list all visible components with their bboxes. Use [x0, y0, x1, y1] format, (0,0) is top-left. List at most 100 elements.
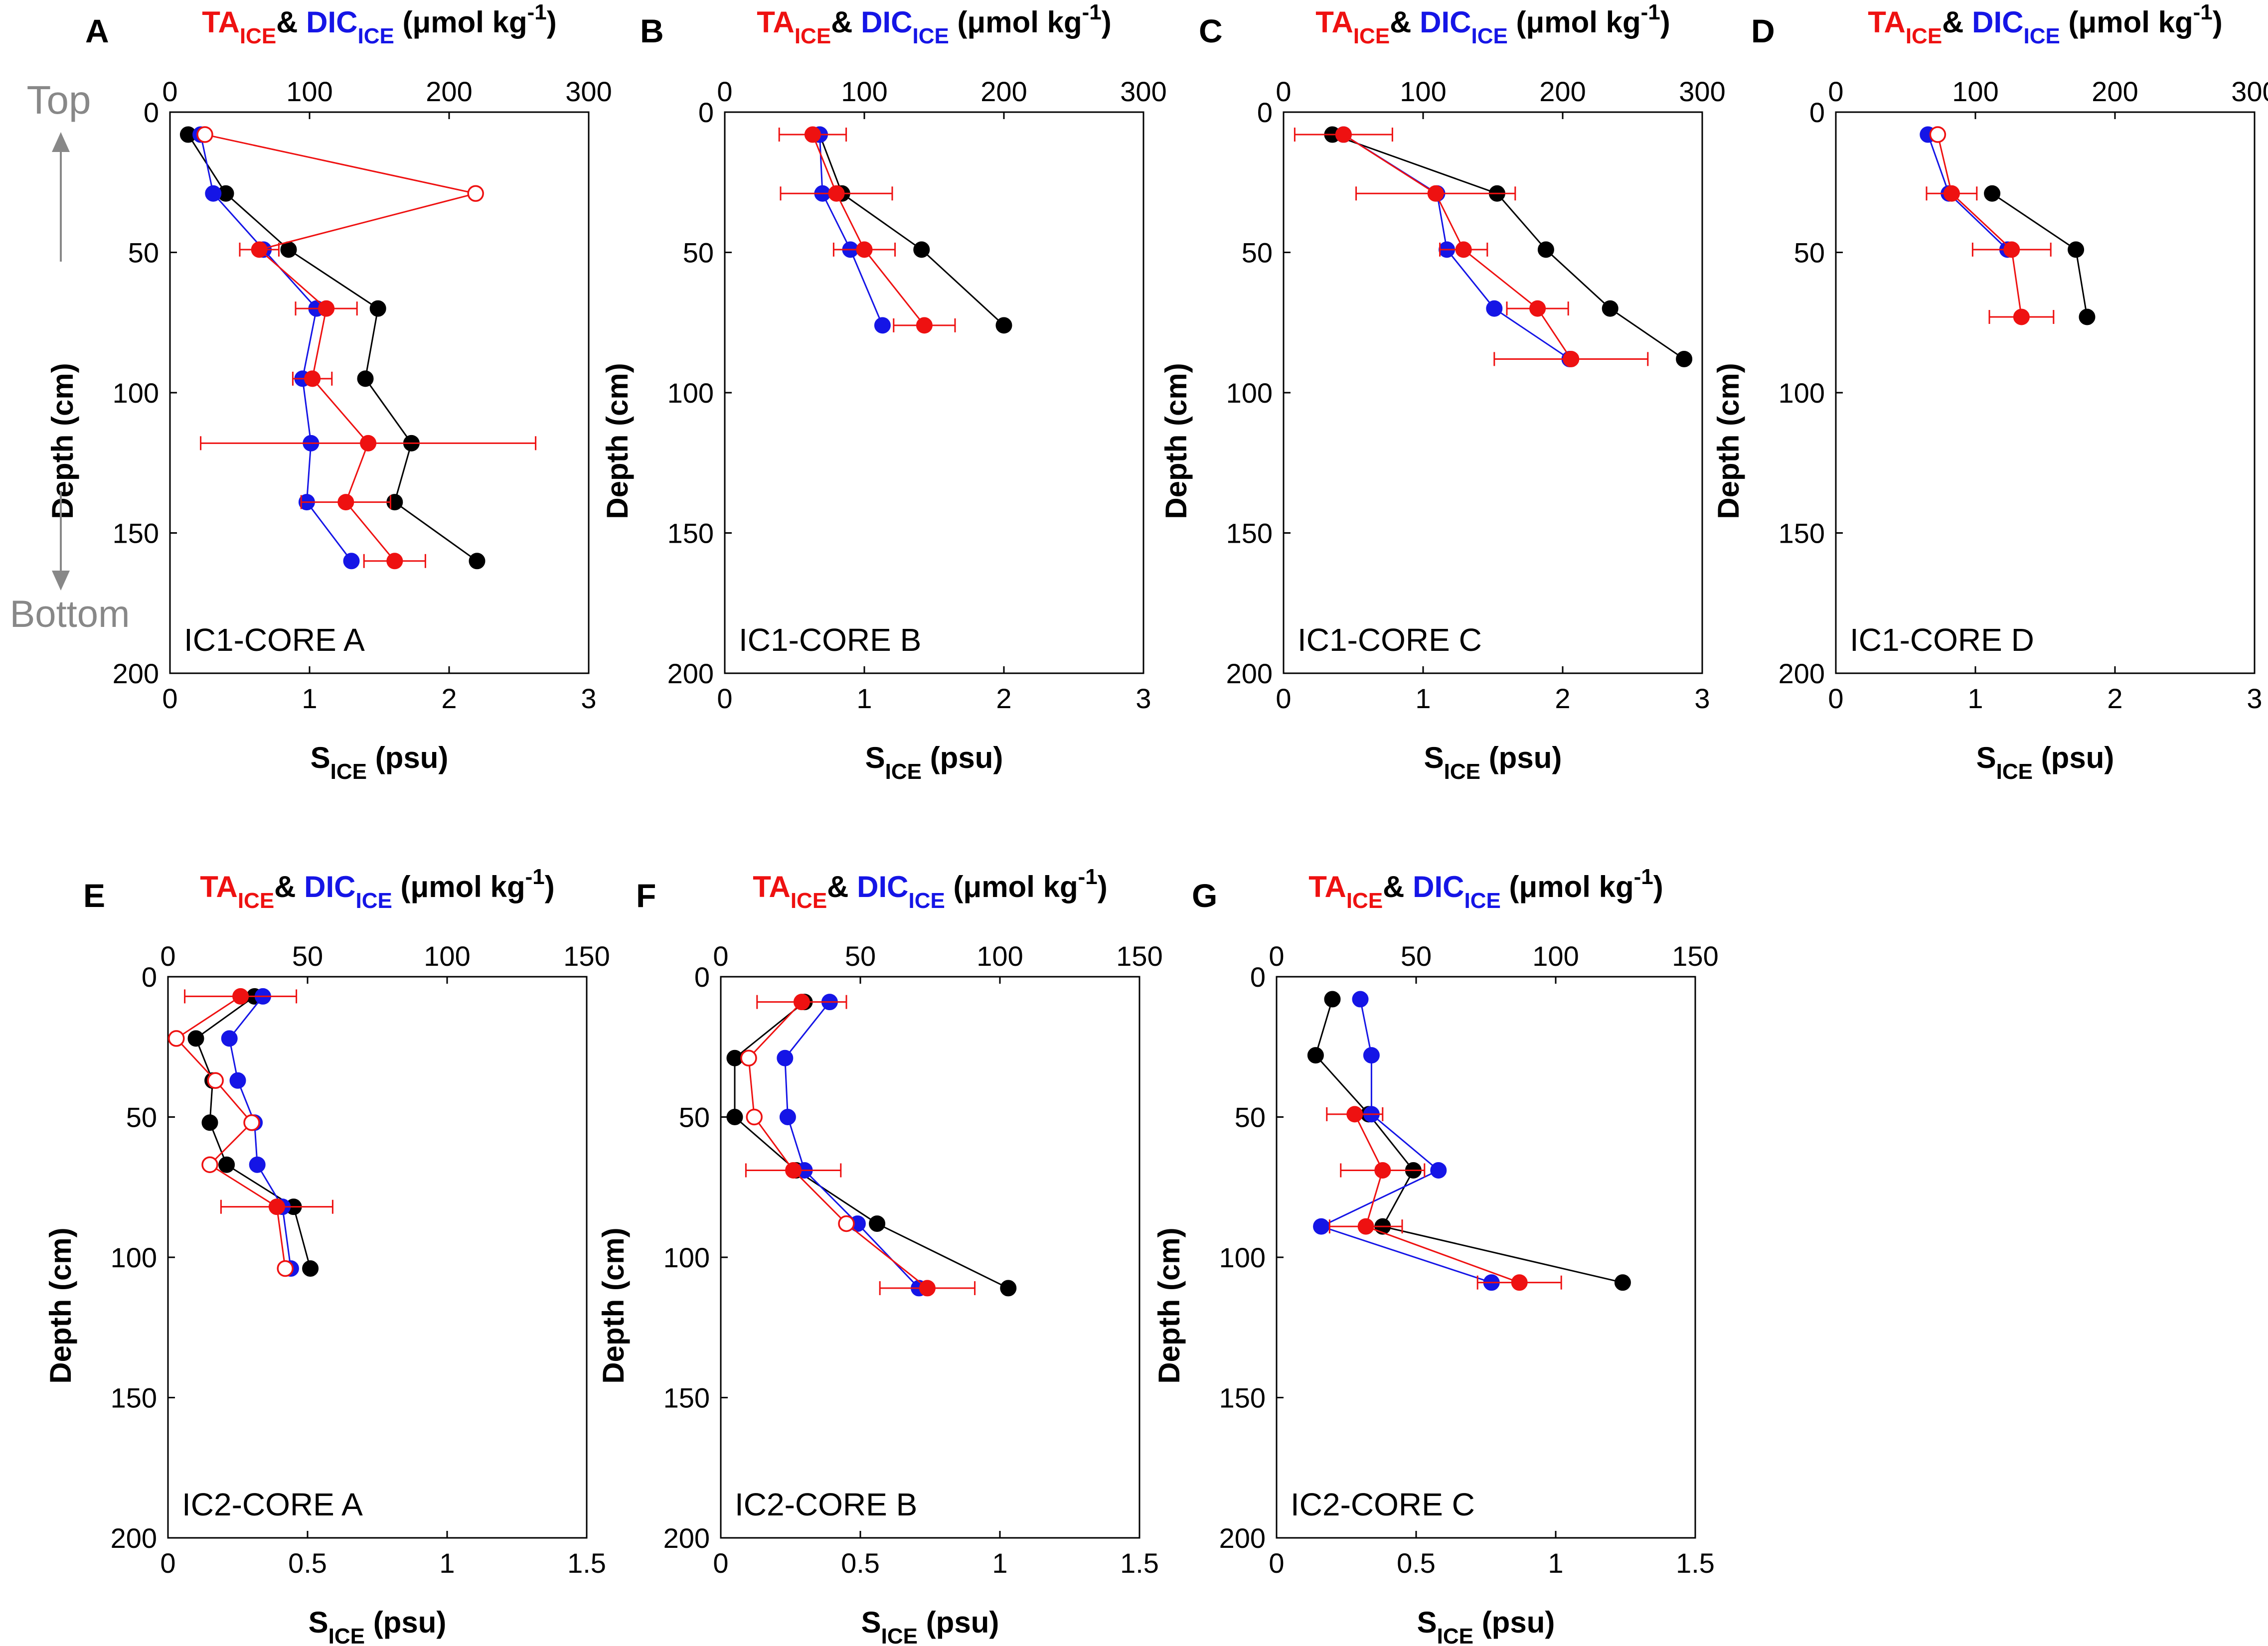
direction-bottom-label: Bottom: [10, 593, 130, 635]
bottom-tick-label: 0.5: [1397, 1547, 1436, 1579]
y-tick-label: 0: [142, 961, 157, 993]
y-tick-label: 0: [144, 97, 159, 128]
ta-point-open: [277, 1260, 294, 1277]
bottom-tick-label: 0: [1276, 683, 1291, 714]
y-tick-label: 100: [1226, 377, 1273, 409]
ta-point: [919, 1280, 936, 1297]
y-tick-label: 200: [1779, 658, 1825, 689]
top-tick-label: 100: [286, 76, 332, 107]
core-label: IC1-CORE A: [184, 622, 365, 658]
core-label: IC2-CORE B: [735, 1487, 917, 1522]
panel-letter: D: [1751, 12, 1775, 49]
ta-point: [793, 994, 810, 1011]
panel-C: C TAICE& DICICE (μmol kg-1) 0 100 200 300 0 1 2 3…: [1159, 0, 1726, 784]
salinity-point: [726, 1109, 743, 1125]
y-tick-label: 50: [679, 1102, 710, 1133]
top-tick-label: 300: [1679, 76, 1725, 107]
bottom-tick-label: 1: [856, 683, 872, 714]
salinity-point: [1614, 1274, 1631, 1291]
ta-point: [1943, 185, 1960, 202]
dic-point: [249, 1156, 266, 1173]
ta-point: [828, 185, 845, 202]
dic-point: [205, 185, 222, 202]
salinity-point: [201, 1114, 218, 1131]
ta-point: [804, 126, 821, 143]
salinity-point: [995, 317, 1012, 334]
top-axis-label: TAICE& DICICE (μmol kg-1): [1315, 0, 1670, 48]
panel-letter: A: [85, 12, 109, 49]
bottom-tick-label: 3: [1694, 683, 1710, 714]
y-tick-label: 100: [667, 377, 714, 409]
y-axis-label: Depth (cm): [46, 363, 79, 519]
bottom-tick-label: 0: [1828, 683, 1843, 714]
ta-point: [1511, 1274, 1528, 1291]
salinity-point: [369, 300, 386, 317]
top-tick-label: 50: [1401, 940, 1432, 972]
y-axis-label: Depth (cm): [597, 1227, 630, 1383]
top-tick-label: 0: [1276, 76, 1291, 107]
salinity-line: [1314, 999, 1623, 1284]
y-tick-label: 200: [663, 1522, 710, 1554]
bottom-tick-label: 0: [713, 1547, 728, 1579]
top-tick-label: 0: [162, 76, 177, 107]
y-axis-label: Depth (cm): [601, 363, 634, 519]
ta-point: [268, 1198, 285, 1215]
top-tick-label: 0: [1828, 76, 1843, 107]
ta-point-open: [1929, 126, 1946, 143]
top-tick-label: 150: [1116, 940, 1162, 972]
salinity-line: [734, 1001, 1009, 1289]
dic-line: [784, 1001, 920, 1289]
bottom-tick-label: 1: [1967, 683, 1983, 714]
ta-point-open: [196, 126, 213, 143]
salinity-point: [1324, 991, 1341, 1008]
top-axis-label: TAICE& DICICE (μmol kg-1): [757, 0, 1111, 48]
top-tick-label: 300: [2231, 76, 2268, 107]
y-axis-label: Depth (cm): [44, 1227, 77, 1383]
panel-letter: G: [1192, 877, 1217, 914]
top-axis-label: TAICE& DICICE (μmol kg-1): [753, 865, 1107, 913]
y-axis-label: Depth (cm): [1712, 363, 1745, 519]
salinity-point: [1602, 300, 1619, 317]
ta-point: [1427, 185, 1444, 202]
bottom-axis-label: SICE (psu): [1424, 741, 1562, 784]
bottom-tick-label: 1: [1548, 1547, 1563, 1579]
top-tick-label: 100: [1532, 940, 1579, 972]
top-tick-label: 200: [426, 76, 472, 107]
core-label: IC2-CORE A: [182, 1487, 363, 1522]
core-label: IC2-CORE C: [1291, 1487, 1475, 1522]
dic-point: [1313, 1218, 1330, 1235]
y-tick-label: 150: [663, 1382, 710, 1414]
ta-line: [1937, 134, 2022, 317]
y-tick-label: 0: [698, 97, 714, 128]
top-tick-label: 200: [980, 76, 1027, 107]
top-tick-label: 300: [1120, 76, 1166, 107]
ta-point-open: [838, 1215, 855, 1232]
ta-point: [304, 370, 321, 387]
bottom-axis-label: SICE (psu): [1976, 741, 2114, 784]
dic-point: [229, 1072, 246, 1089]
dic-point: [1363, 1047, 1380, 1064]
y-tick-label: 50: [1794, 237, 1825, 269]
top-tick-label: 150: [563, 940, 610, 972]
core-label: IC1-CORE D: [1850, 622, 2034, 658]
ta-point: [251, 241, 268, 258]
panel-letter: E: [83, 877, 105, 914]
salinity-point: [218, 1156, 235, 1173]
top-axis-label: TAICE& DICICE (μmol kg-1): [200, 865, 554, 913]
bottom-tick-label: 0: [717, 683, 732, 714]
top-axis-label: TAICE& DICICE (μmol kg-1): [1308, 865, 1663, 913]
direction-arrow-up-head: [52, 132, 70, 152]
y-tick-label: 150: [113, 518, 159, 549]
direction-arrow-down-head: [52, 571, 70, 591]
dic-point: [779, 1109, 796, 1125]
bottom-tick-label: 2: [2107, 683, 2122, 714]
bottom-tick-label: 1.5: [1676, 1547, 1715, 1579]
top-tick-label: 100: [976, 940, 1023, 972]
y-tick-label: 50: [1242, 237, 1273, 269]
bottom-tick-label: 1.5: [1120, 1547, 1159, 1579]
salinity-point: [2068, 241, 2085, 258]
y-axis-label: Depth (cm): [1159, 363, 1193, 519]
